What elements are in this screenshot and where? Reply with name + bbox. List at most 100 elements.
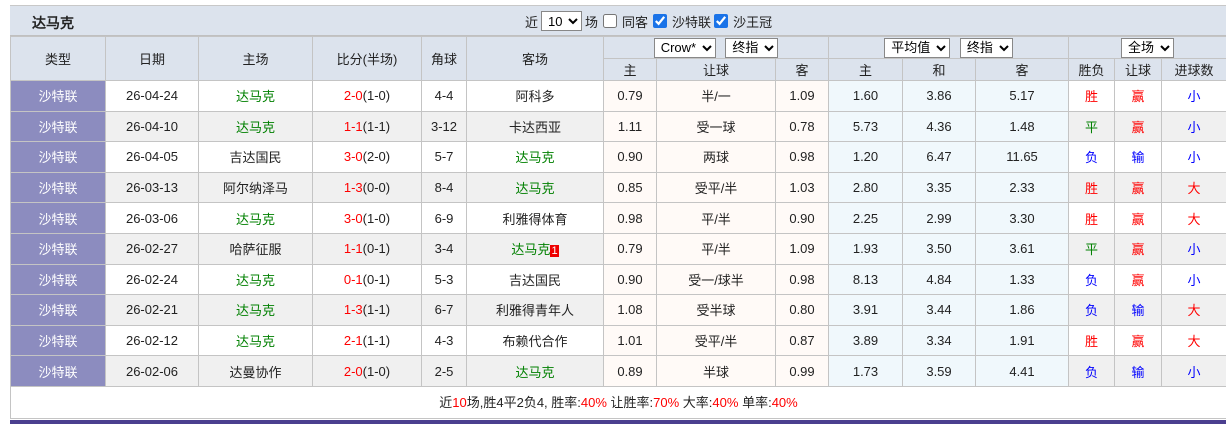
league-type[interactable]: 沙特联 <box>10 141 106 173</box>
away-team[interactable]: 卡达西亚 <box>466 110 604 143</box>
match-date: 26-02-21 <box>105 294 199 326</box>
avg-home-odds: 3.89 <box>828 324 903 357</box>
league-type[interactable]: 沙特联 <box>10 232 106 265</box>
handicap-result: 赢 <box>1114 232 1163 265</box>
handicap-line: 平/半 <box>656 232 776 265</box>
header-date: 日期 <box>105 36 199 81</box>
hcp-home-odds: 0.90 <box>603 141 657 173</box>
league-type[interactable]: 沙特联 <box>10 294 106 326</box>
odds1-kind-select[interactable]: 终指 <box>725 37 779 58</box>
away-team[interactable]: 吉达国民 <box>466 263 604 296</box>
score: 2-1(1-1) <box>312 324 422 357</box>
hcp-home-odds: 0.79 <box>603 80 657 112</box>
filter-controls: 近 10 场 同客 沙特联 沙王冠 <box>525 11 772 31</box>
avg-home-odds: 2.25 <box>828 202 903 234</box>
away-team[interactable]: 达马克1 <box>466 232 604 265</box>
league-type[interactable]: 沙特联 <box>10 355 106 387</box>
avg-away-odds: 3.61 <box>974 232 1070 265</box>
home-team[interactable]: 达马克 <box>198 263 313 296</box>
corner-score: 3-12 <box>421 110 467 143</box>
away-team[interactable]: 利雅得体育 <box>466 202 604 234</box>
league-type[interactable]: 沙特联 <box>10 80 106 112</box>
summary: 近10场,胜4平2负4, 胜率:40% 让胜率:70% 大率:40% 单率:40… <box>10 386 1226 419</box>
avg-draw-odds: 6.47 <box>902 141 976 173</box>
avg-select[interactable]: 平均值 <box>884 37 951 58</box>
home-team[interactable]: 达马克 <box>198 324 313 357</box>
avg-home-odds: 1.73 <box>828 355 903 387</box>
period-select[interactable]: 全场 <box>1121 37 1175 58</box>
table-row: 沙特联 26-02-27 哈萨征服 1-1(0-1) 3-4 达马克1 0.79 平/半 1.0… <box>10 232 1226 265</box>
away-team[interactable]: 阿科多 <box>466 80 604 112</box>
home-team[interactable]: 达马克 <box>198 110 313 143</box>
home-team[interactable]: 达马克 <box>198 80 313 112</box>
home-team[interactable]: 阿尔纳泽马 <box>198 171 313 204</box>
goals-result: 小 <box>1161 110 1226 143</box>
match-date: 26-04-10 <box>105 110 199 143</box>
match-date: 26-04-24 <box>105 80 199 112</box>
avg-away-odds: 4.41 <box>974 355 1070 387</box>
match-count-select[interactable]: 10 <box>541 11 583 31</box>
win-loss-result: 平 <box>1068 110 1116 143</box>
league-type[interactable]: 沙特联 <box>10 324 106 357</box>
avg-away-odds: 5.17 <box>974 80 1070 112</box>
avg-draw-odds: 3.44 <box>902 294 976 326</box>
goals-result: 大 <box>1161 294 1226 326</box>
hcp-home-odds: 0.85 <box>603 171 657 204</box>
header-away: 客场 <box>466 36 604 81</box>
league2-checkbox[interactable] <box>714 14 729 28</box>
header-handicap-result: 让球 <box>1114 58 1163 81</box>
handicap-result: 赢 <box>1114 324 1163 357</box>
handicap-line: 受一/球半 <box>656 263 776 296</box>
avg-home-odds: 1.93 <box>828 232 903 265</box>
league-type[interactable]: 沙特联 <box>10 171 106 204</box>
avg-away-odds: 2.33 <box>974 171 1070 204</box>
team-title: 达马克 <box>32 15 74 31</box>
hcp-home-odds: 1.08 <box>603 294 657 326</box>
league-type[interactable]: 沙特联 <box>10 202 106 234</box>
hcp-away-odds: 0.87 <box>775 324 829 357</box>
header-corner: 角球 <box>421 36 467 81</box>
league1-label: 沙特联 <box>672 14 712 30</box>
league-type[interactable]: 沙特联 <box>10 110 106 143</box>
goals-result: 大 <box>1161 202 1226 234</box>
goals-result: 大 <box>1161 171 1226 204</box>
win-loss-result: 胜 <box>1068 202 1116 234</box>
goals-result: 小 <box>1161 355 1226 387</box>
away-team[interactable]: 达马克 <box>466 141 604 173</box>
corner-score: 5-3 <box>421 263 467 296</box>
score: 2-0(1-0) <box>312 355 422 387</box>
away-team[interactable]: 达马克 <box>466 171 604 204</box>
same-guest-checkbox[interactable] <box>603 14 618 28</box>
table-row: 沙特联 26-04-10 达马克 1-1(1-1) 3-12 卡达西亚 1.11 受一球 0.7… <box>10 110 1226 143</box>
header-hcp-home: 主 <box>603 58 657 81</box>
away-team[interactable]: 达马克 <box>466 355 604 387</box>
win-loss-result: 负 <box>1068 263 1116 296</box>
avg-draw-odds: 3.34 <box>902 324 976 357</box>
handicap-line: 平/半 <box>656 202 776 234</box>
home-team[interactable]: 达曼协作 <box>198 355 313 387</box>
league1-checkbox[interactable] <box>653 14 668 28</box>
goals-result: 小 <box>1161 141 1226 173</box>
win-loss-result: 胜 <box>1068 171 1116 204</box>
avg-home-odds: 5.73 <box>828 110 903 143</box>
odds2-kind-select[interactable]: 终指 <box>959 37 1013 58</box>
header-result-group: 全场 <box>1068 36 1226 59</box>
handicap-result: 赢 <box>1114 110 1163 143</box>
company-select[interactable]: Crow* <box>653 37 716 58</box>
away-team[interactable]: 利雅得青年人 <box>466 294 604 326</box>
win-loss-result: 胜 <box>1068 324 1116 357</box>
match-date: 26-03-13 <box>105 171 199 204</box>
away-team[interactable]: 布赖代合作 <box>466 324 604 357</box>
hcp-away-odds: 0.90 <box>775 202 829 234</box>
header-avg-away: 客 <box>974 58 1070 81</box>
goals-result: 小 <box>1161 232 1226 265</box>
home-team[interactable]: 达马克 <box>198 202 313 234</box>
corner-score: 6-7 <box>421 294 467 326</box>
avg-draw-odds: 4.84 <box>902 263 976 296</box>
home-team[interactable]: 达马克 <box>198 294 313 326</box>
home-team[interactable]: 吉达国民 <box>198 141 313 173</box>
handicap-line: 受平/半 <box>656 171 776 204</box>
league-type[interactable]: 沙特联 <box>10 263 106 296</box>
corner-score: 5-7 <box>421 141 467 173</box>
home-team[interactable]: 哈萨征服 <box>198 232 313 265</box>
